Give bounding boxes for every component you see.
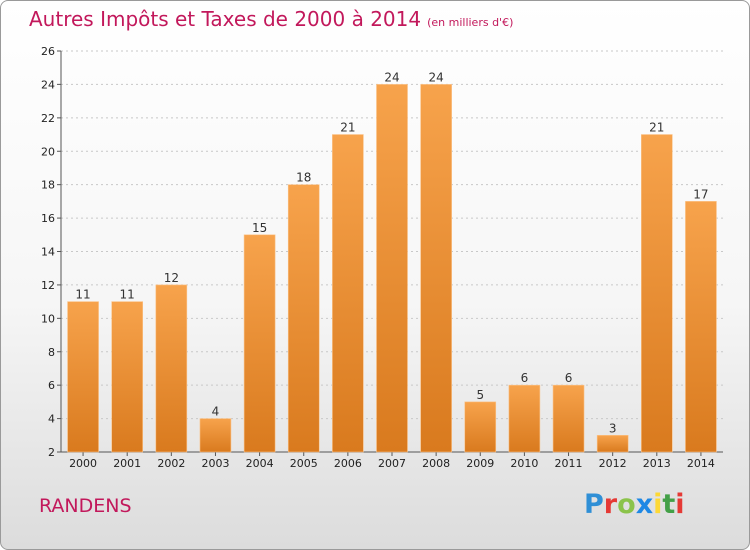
y-tick-label: 10 <box>41 312 55 325</box>
chart-title: Autres Impôts et Taxes de 2000 à 2014 (en… <box>29 7 513 31</box>
bar-edge <box>243 234 276 453</box>
data-label: 21 <box>649 121 664 135</box>
x-tick-label: 2014 <box>687 457 715 470</box>
chart-subtitle: (en milliers d'€) <box>427 16 514 29</box>
x-tick-label: 2006 <box>334 457 362 470</box>
data-label: 11 <box>120 288 135 302</box>
logo-letter: o <box>617 489 636 520</box>
title-text: Autres Impôts et Taxes de 2000 à 2014 <box>29 7 422 31</box>
data-label: 17 <box>693 187 708 201</box>
x-tick-label: 2009 <box>466 457 494 470</box>
bar-edge <box>596 434 629 453</box>
bar-edge <box>199 418 232 453</box>
data-label: 6 <box>521 371 529 385</box>
bar-edge <box>111 301 143 453</box>
bar <box>199 418 231 452</box>
proxiti-logo: Proxiti <box>584 489 685 520</box>
y-tick-label: 4 <box>48 413 55 426</box>
x-tick-label: 2008 <box>422 457 450 470</box>
data-label: 15 <box>252 221 267 235</box>
x-tick-label: 2000 <box>69 457 97 470</box>
bar <box>244 234 276 452</box>
logo-letter: x <box>635 489 654 520</box>
bar <box>685 201 717 452</box>
bar <box>597 435 629 452</box>
data-label: 4 <box>212 405 220 419</box>
y-tick-label: 24 <box>41 78 55 91</box>
logo-letter: r <box>603 489 618 520</box>
data-label: 18 <box>296 171 311 185</box>
labels: 2468101214161820222426112000112001122002… <box>41 45 715 470</box>
bar-edge <box>155 284 188 453</box>
data-label: 21 <box>340 121 355 135</box>
bar <box>464 401 496 452</box>
bar <box>67 301 99 452</box>
bar <box>376 84 408 453</box>
data-label: 24 <box>384 70 399 84</box>
bar-edge <box>67 301 99 453</box>
data-label: 6 <box>565 371 573 385</box>
y-tick-label: 26 <box>41 45 55 58</box>
place-name: RANDENS <box>39 495 132 517</box>
y-tick-label: 6 <box>48 379 55 392</box>
data-label: 24 <box>428 70 443 84</box>
bar-edge <box>287 184 320 453</box>
bar-edge <box>376 84 408 453</box>
x-tick-label: 2010 <box>510 457 538 470</box>
x-tick-label: 2011 <box>555 457 583 470</box>
data-label: 11 <box>75 288 90 302</box>
bar-edge <box>420 84 452 453</box>
y-tick-label: 12 <box>41 279 55 292</box>
bar <box>420 84 452 453</box>
bar-edge <box>464 401 497 453</box>
bar-edge <box>640 134 673 453</box>
y-tick-label: 8 <box>48 346 55 359</box>
data-label: 3 <box>609 421 617 435</box>
x-tick-label: 2004 <box>246 457 274 470</box>
y-tick-label: 14 <box>41 246 55 259</box>
y-tick-label: 18 <box>41 179 55 192</box>
bar <box>553 385 585 452</box>
x-tick-label: 2012 <box>599 457 627 470</box>
bars <box>67 84 717 453</box>
bar-edge <box>552 384 585 453</box>
bar <box>288 184 320 452</box>
data-label: 5 <box>476 388 484 402</box>
logo-letter: P <box>584 489 604 520</box>
x-tick-label: 2005 <box>290 457 318 470</box>
y-tick-label: 2 <box>48 446 55 459</box>
bar <box>155 284 187 452</box>
bar <box>332 134 364 452</box>
y-tick-label: 16 <box>41 212 55 225</box>
y-tick-label: 22 <box>41 112 55 125</box>
data-label: 12 <box>164 271 179 285</box>
bar-edge <box>685 201 717 453</box>
bar <box>111 301 143 452</box>
y-tick-label: 20 <box>41 145 55 158</box>
x-tick-label: 2003 <box>201 457 229 470</box>
logo-letter: i <box>653 489 663 520</box>
bar <box>508 385 540 452</box>
x-tick-label: 2002 <box>157 457 185 470</box>
bar-edge <box>508 384 541 453</box>
logo-letter: t <box>662 489 676 520</box>
bar <box>641 134 673 452</box>
x-tick-label: 2013 <box>643 457 671 470</box>
logo-letter: i <box>675 489 685 520</box>
x-tick-label: 2001 <box>113 457 141 470</box>
x-tick-label: 2007 <box>378 457 406 470</box>
bar-edge <box>332 134 364 453</box>
